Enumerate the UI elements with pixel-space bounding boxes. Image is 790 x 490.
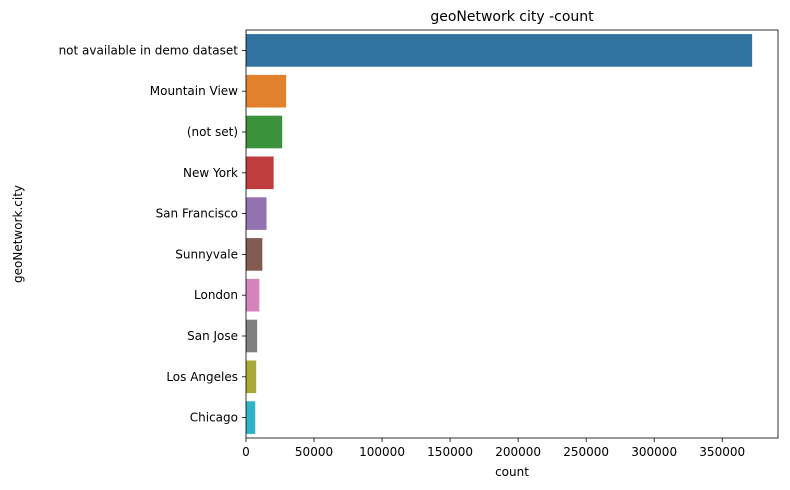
bar <box>246 115 283 149</box>
bar <box>246 278 260 312</box>
y-axis-label: geoNetwork.city <box>11 185 25 283</box>
bar <box>246 401 256 434</box>
y-tick-label: San Francisco <box>156 207 238 221</box>
y-tick-label: London <box>194 288 238 302</box>
bar <box>246 197 267 230</box>
bar <box>246 238 263 271</box>
x-tick-label: 0 <box>242 445 250 459</box>
x-axis-label: count <box>495 465 529 479</box>
y-axis-ticks: not available in demo dataset Mountain Vi… <box>59 43 246 425</box>
x-axis-ticks: 0 50000 100000 150000 200000 250000 300000 3500… <box>242 438 745 459</box>
bar <box>246 360 257 394</box>
x-tick-label: 200000 <box>495 445 541 459</box>
bar <box>246 319 258 353</box>
bars-group <box>246 34 753 434</box>
y-tick-label: not available in demo dataset <box>59 43 239 57</box>
bar <box>246 74 287 108</box>
x-tick-label: 100000 <box>359 445 405 459</box>
x-tick-label: 300000 <box>631 445 677 459</box>
bar <box>246 34 753 67</box>
y-tick-label: Sunnyvale <box>175 247 238 261</box>
x-tick-label: 150000 <box>427 445 473 459</box>
x-tick-label: 350000 <box>699 445 745 459</box>
x-tick-label: 250000 <box>563 445 609 459</box>
plot-frame <box>245 29 779 439</box>
y-tick-label: San Jose <box>187 329 238 343</box>
y-tick-label: New York <box>183 166 238 180</box>
x-tick-label: 50000 <box>295 445 333 459</box>
y-tick-label: Chicago <box>190 411 238 425</box>
y-tick-label: Los Angeles <box>166 370 238 384</box>
bar <box>246 156 274 190</box>
y-tick-label: (not set) <box>187 125 238 139</box>
chart-title: geoNetwork city -count <box>430 9 594 25</box>
y-tick-label: Mountain View <box>150 84 238 98</box>
